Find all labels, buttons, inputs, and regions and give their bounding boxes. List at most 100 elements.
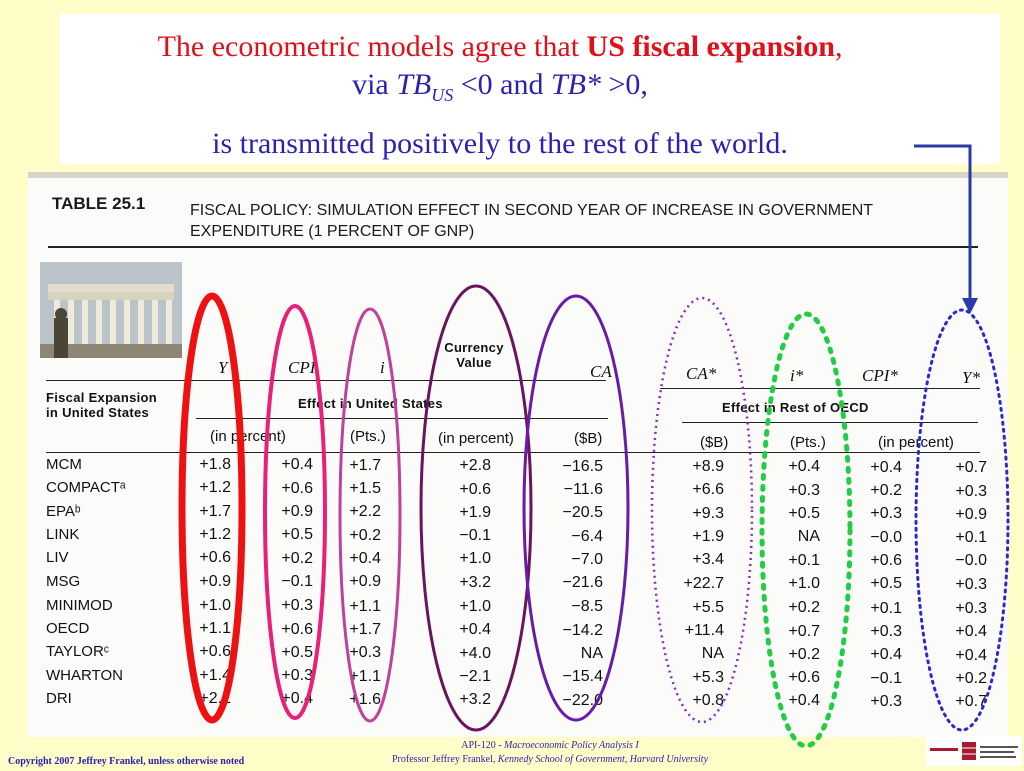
cell-currency: +1.0	[459, 598, 491, 615]
cell-y: +1.7	[199, 502, 231, 520]
arrow-line	[914, 144, 972, 300]
cell-y: +1.1	[199, 620, 231, 638]
cell-currency: +3.2	[459, 573, 491, 591]
cell-cpi: +0.6	[281, 479, 313, 497]
cell-y-star: +0.7	[955, 693, 987, 711]
cell-currency: −0.1	[459, 527, 491, 545]
col-header-cpi-star: CPI*	[862, 366, 898, 385]
header-rule-right	[660, 388, 980, 389]
cell-cpi-star: +0.3	[870, 505, 902, 523]
cell-y: +1.2	[199, 525, 231, 543]
title-box	[60, 14, 1000, 164]
cell-currency: +3.2	[459, 691, 491, 709]
cell-ca-star: +5.3	[692, 668, 724, 686]
cell-i: +1.7	[349, 456, 381, 474]
cell-i: +2.2	[349, 503, 381, 521]
cell-currency: +0.6	[459, 480, 491, 498]
title-emphasis: US fiscal expansion	[586, 30, 835, 63]
cell-ca: −22.0	[562, 691, 603, 709]
col-header-y-star: Y*	[962, 368, 980, 387]
oval-y-column	[178, 292, 246, 724]
cell-i-star: +0.4	[788, 458, 820, 476]
units-rule	[46, 452, 980, 453]
cell-i-star: +0.1	[788, 551, 820, 569]
group-header-us: Effect in United States	[298, 396, 443, 411]
row-name: MCM	[46, 456, 82, 473]
title-line-3: is transmitted positively to the rest of…	[212, 127, 788, 160]
cell-ca: NA	[580, 645, 603, 662]
cell-ca-star: +5.5	[692, 598, 724, 616]
cell-cpi-star: +0.3	[870, 622, 902, 640]
cell-i: +0.4	[349, 550, 381, 567]
cell-ca: −7.0	[571, 550, 603, 568]
cell-currency: −2.1	[459, 667, 491, 685]
cell-ca: −20.5	[562, 504, 603, 522]
cell-currency: +1.0	[459, 550, 491, 568]
cell-i-star: +1.0	[788, 574, 820, 592]
cell-i: +1.5	[349, 480, 381, 498]
cell-i: +1.7	[349, 620, 381, 638]
cell-currency: +2.8	[459, 457, 491, 475]
table-caption: FISCAL POLICY: SIMULATION EFFECT IN SECO…	[190, 202, 874, 240]
cell-i: +0.3	[349, 644, 381, 662]
cell-cpi-star: +0.4	[870, 458, 902, 476]
cell-i-star: NA	[797, 528, 820, 546]
row-name: LIV	[46, 549, 69, 567]
cell-ca: −6.4	[571, 527, 603, 545]
cell-cpi-star: +0.2	[870, 482, 902, 500]
col-header-i-star: i*	[790, 366, 804, 385]
row-name: OECD	[46, 620, 90, 638]
col-header-y: Y	[218, 358, 228, 377]
unit-ca: ($B)	[574, 430, 603, 447]
cell-y: +0.6	[199, 549, 231, 567]
cell-cpi: +0.5	[281, 643, 313, 661]
cell-cpi-star: +0.1	[870, 599, 902, 617]
cell-currency: +0.4	[459, 621, 491, 639]
cell-y: +1.4	[199, 666, 231, 684]
cell-y-star: +0.9	[955, 505, 987, 523]
cell-i-star: +0.5	[788, 505, 820, 522]
row-name: MINIMOD	[46, 596, 113, 614]
row-name: TAYLORᶜ	[46, 643, 110, 661]
unit-currency: (in percent)	[438, 430, 514, 447]
cell-cpi-star: −0.1	[870, 669, 902, 687]
cell-cpi-star: +0.4	[870, 646, 902, 664]
cell-i-star: +0.3	[788, 481, 820, 499]
col-header-cpi: CPI	[288, 358, 316, 377]
cell-cpi: +0.3	[281, 597, 313, 615]
cell-y-star: +0.3	[955, 482, 987, 500]
cell-y: +1.2	[199, 479, 231, 497]
col-header-ca-star: CA*	[686, 364, 717, 383]
table-label: TABLE 25.1	[52, 194, 146, 213]
unit-ca-star: ($B)	[700, 434, 729, 451]
cell-ca-star: +8.9	[692, 458, 724, 475]
cell-y-star: −0.0	[955, 552, 987, 570]
cell-ca-star: +9.3	[692, 504, 724, 522]
cell-ca-star: +3.4	[692, 551, 724, 569]
row-name: COMPACTᵃ	[46, 479, 126, 497]
cell-ca: −8.5	[571, 598, 603, 616]
row-name: DRI	[46, 690, 72, 707]
arrow-head	[962, 298, 978, 314]
cell-i-star: +0.2	[788, 645, 820, 663]
title-line-2: via TBUS <0 and TB* >0,	[352, 68, 648, 105]
cell-cpi: +0.5	[281, 526, 313, 544]
cell-i-star: +0.4	[788, 692, 820, 710]
cell-i-star: +0.2	[788, 599, 820, 617]
row-name: EPAᵇ	[46, 502, 81, 520]
building-image	[40, 262, 182, 358]
cell-i: +1.1	[349, 667, 381, 685]
cell-ca: −11.6	[563, 480, 603, 498]
group-header-oecd: Effect in Rest of OECD	[722, 400, 869, 415]
cell-ca-star: +11.4	[684, 622, 724, 640]
unit-oecd-percent: (in percent)	[878, 434, 954, 451]
cell-cpi: +0.2	[281, 549, 313, 567]
cell-cpi: +0.6	[281, 620, 313, 638]
cell-cpi-star: +0.3	[870, 692, 902, 710]
cell-ca-star: +22.7	[683, 574, 724, 592]
row-name: WHARTON	[46, 666, 123, 684]
copyright-note: Copyright 2007 Jeffrey Frankel, unless o…	[8, 756, 245, 767]
cell-cpi: −0.1	[281, 572, 313, 590]
cell-i: +0.9	[349, 573, 381, 591]
